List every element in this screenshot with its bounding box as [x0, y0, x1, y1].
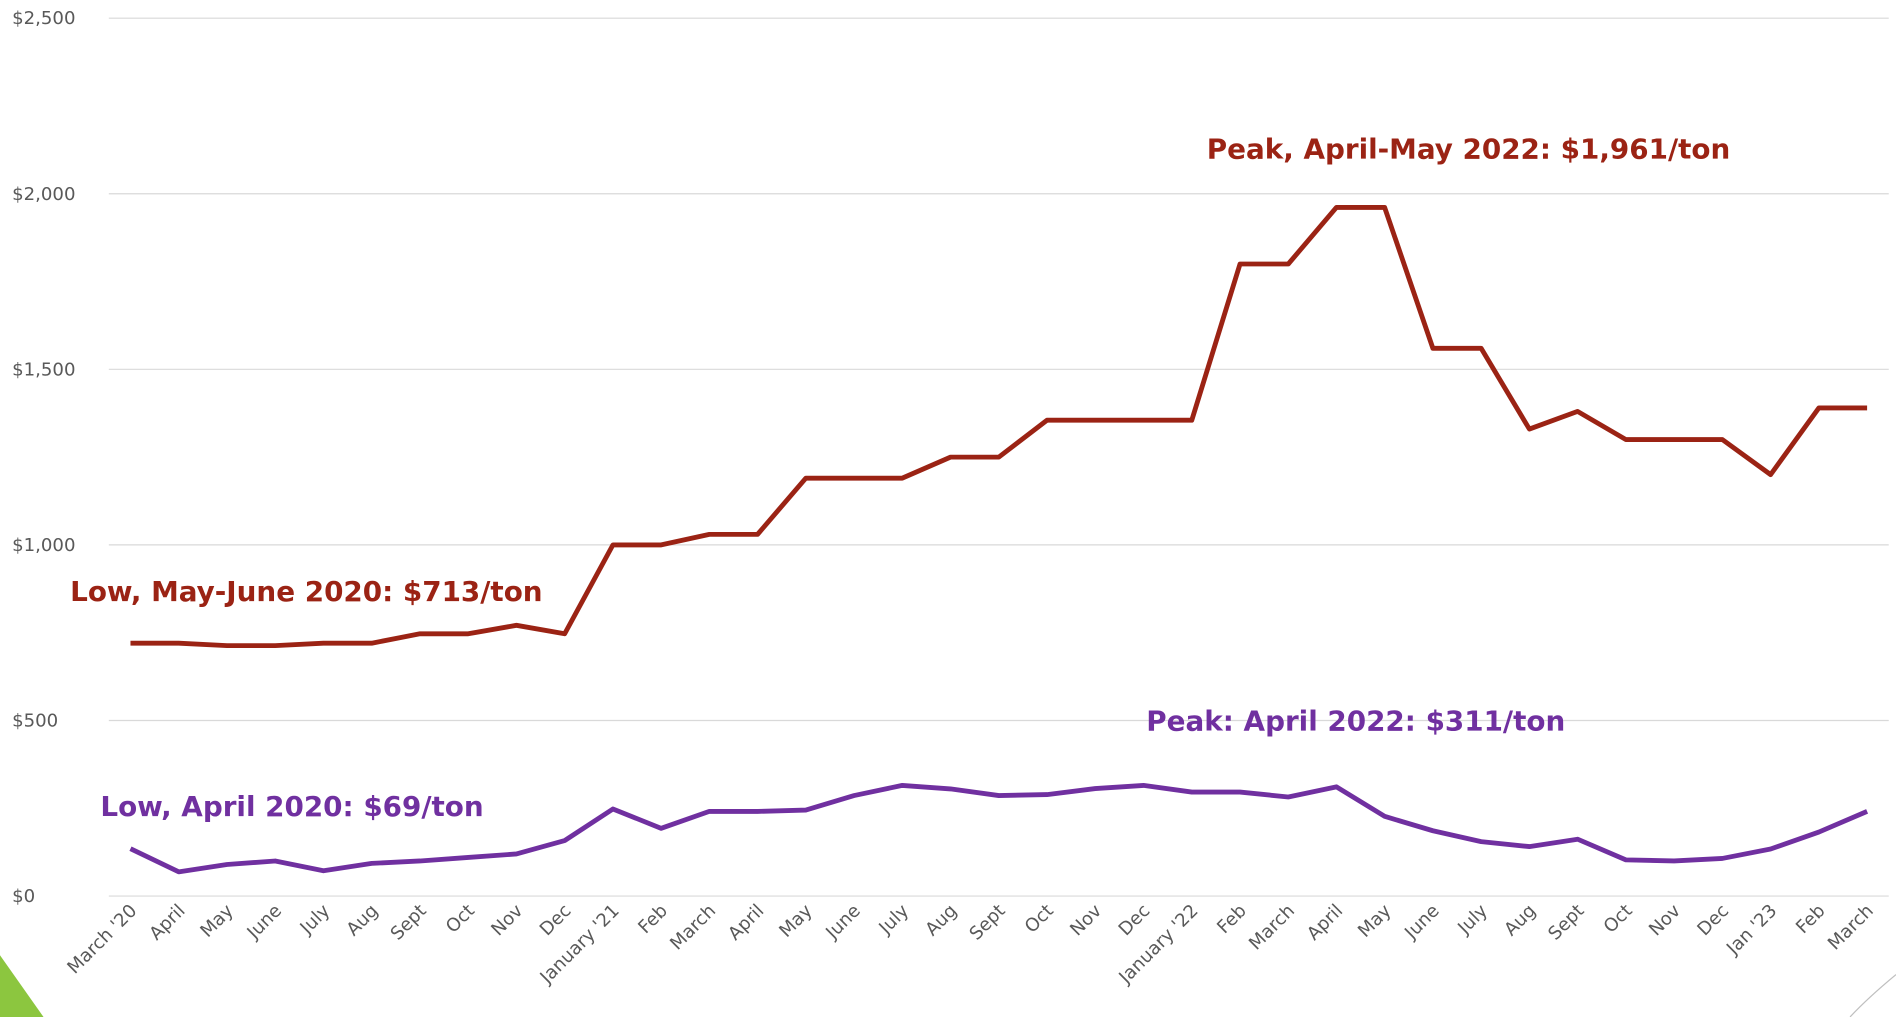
x-tick-label: Oct [1600, 900, 1637, 937]
lines [129, 204, 1869, 875]
x-tick-label: Feb [634, 900, 672, 938]
annotation: Peak, April-May 2022: $1,961/ton [1207, 132, 1731, 165]
x-tick-label: Jan '23 [1722, 900, 1781, 959]
x-tick-label: July [1453, 900, 1492, 939]
x-tick-label: May [775, 900, 817, 942]
annotation: Low, April 2020: $69/ton [100, 790, 483, 823]
x-tick-label: May [1354, 900, 1396, 942]
y-tick-label: $500 [12, 711, 58, 732]
x-tick-label: Aug [1500, 900, 1540, 940]
x-tick-label: Sept [387, 900, 431, 944]
annotation: Low, May-June 2020: $713/ton [70, 575, 542, 608]
x-tick-label: March [1824, 900, 1878, 954]
x-tick-label: April [145, 900, 189, 944]
x-tick-label: Feb [1213, 900, 1251, 938]
x-tick-label: April [724, 900, 768, 944]
x-tick-label: Nov [1645, 900, 1685, 940]
annotation: Peak: April 2022: $311/ton [1146, 704, 1565, 737]
x-tick-label: June [821, 900, 864, 943]
x-tick-label: Sept [966, 900, 1010, 944]
decoration [1849, 974, 1896, 1017]
y-tick-label: $2,000 [12, 184, 75, 205]
y-tick-label: $1,000 [12, 535, 75, 556]
series-line [129, 782, 1869, 875]
y-tick-label: $1,500 [12, 359, 75, 380]
x-tick-label: June [1400, 900, 1443, 943]
decoration [0, 955, 44, 1017]
x-tick-label: Dec [1115, 900, 1155, 940]
series-line [130, 204, 1868, 649]
x-tick-label: Sept [1544, 900, 1588, 944]
x-tick-label: March '20 [63, 900, 141, 978]
x-tick-label: May [196, 900, 238, 942]
x-tick-label: Aug [343, 900, 383, 940]
x-tick-label: March [666, 900, 720, 954]
x-tick-label: Dec [536, 900, 576, 940]
x-tick-label: Dec [1693, 900, 1733, 940]
x-tick-label: Aug [921, 900, 961, 940]
x-tick-label: Feb [1792, 900, 1830, 938]
x-tick-label: Nov [1066, 900, 1106, 940]
x-tick-label: Oct [1021, 900, 1058, 937]
x-tick-label: April [1303, 900, 1347, 944]
x-tick-label: June [243, 900, 286, 943]
x-tick-label: July [874, 900, 913, 939]
x-tick-label: March [1245, 900, 1299, 954]
x-tick-label: July [296, 900, 335, 939]
x-tick-label: Oct [442, 900, 479, 937]
x-tick-label: Nov [487, 900, 527, 940]
y-tick-label: $0 [12, 886, 35, 907]
y-tick-label: $2,500 [12, 8, 75, 29]
